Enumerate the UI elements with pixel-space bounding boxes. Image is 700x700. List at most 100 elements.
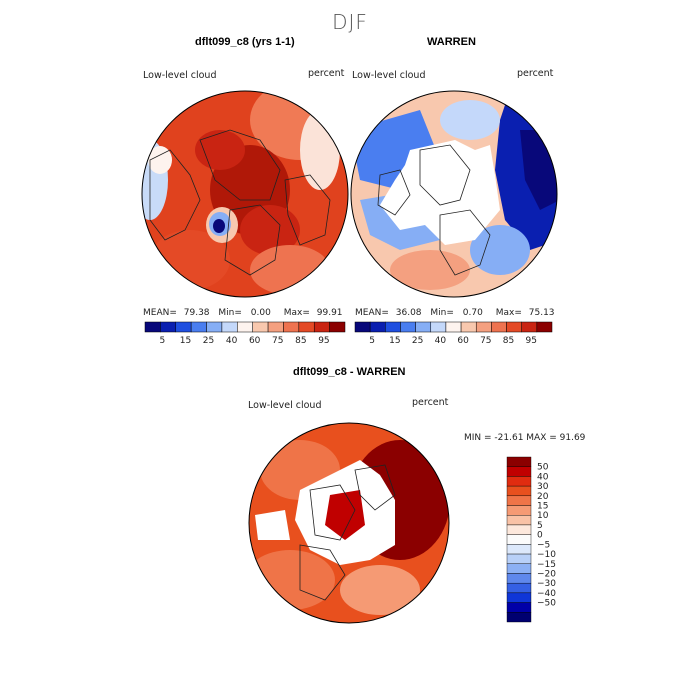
panel1-colorbar-swatch [283, 321, 300, 333]
difference-colorbar-tick-label: −5 [537, 540, 550, 550]
figure-title: DJF [332, 10, 368, 34]
map-panel2-border [350, 90, 558, 298]
panel1-variable: Low-level cloud [143, 70, 217, 81]
difference-colorbar-swatch [506, 602, 532, 613]
panel1-colorbar-swatch [313, 321, 330, 333]
difference-colorbar-swatch [506, 524, 532, 535]
panel1-colorbar-swatch [160, 321, 177, 333]
panel1-colorbar-tick-label: 15 [180, 336, 191, 346]
difference-colorbar-tick-label: 15 [537, 502, 548, 512]
difference-units: percent [412, 397, 449, 408]
panel1-colorbar-swatch [190, 321, 207, 333]
map-difference-border [248, 422, 450, 624]
panel2-colorbar-tick-label: 85 [503, 336, 514, 346]
map-panel1-border [141, 90, 349, 298]
difference-colorbar-tick-label: −30 [537, 579, 556, 589]
difference-colorbar-swatch [506, 544, 532, 555]
panel1-colorbar-swatch [206, 321, 223, 333]
difference-colorbar-tick-label: −20 [537, 569, 556, 579]
panel2-max: 75.13 [528, 308, 555, 318]
panel1-colorbar-tick-label: 75 [272, 336, 283, 346]
panel2-mean-label: MEAN= [355, 308, 389, 318]
difference-range: MIN = -21.61 MAX = 91.69 [464, 433, 586, 443]
panel1-max: 99.91 [316, 308, 343, 318]
panel1-colorbar-swatch [267, 321, 284, 333]
difference-colorbar-swatch [506, 582, 532, 594]
panel2-max-label: Max= [495, 308, 522, 318]
panel2-colorbar-swatch [536, 321, 553, 333]
panel2-colorbar-swatch [475, 321, 492, 333]
map-difference [249, 423, 449, 623]
panel2-colorbar-tick-label: 5 [369, 336, 375, 346]
panel2-colorbar-tick-label: 25 [412, 336, 423, 346]
panel2-colorbar-tick-label: 15 [389, 336, 400, 346]
panel2-colorbar-tick-label: 95 [526, 336, 537, 346]
difference-colorbar-swatch [506, 466, 532, 477]
panel1-min-label: Min= [218, 308, 242, 318]
difference-colorbar-swatch [506, 563, 532, 574]
difference-colorbar-swatch [506, 612, 532, 623]
difference-title: dflt099_c8 - WARREN [293, 366, 406, 378]
difference-colorbar-tick-label: −10 [537, 550, 556, 560]
panel2-colorbar-tick-label: 40 [435, 336, 447, 346]
difference-colorbar-tick-label: −50 [537, 599, 556, 609]
panel2-title: WARREN [427, 36, 476, 48]
difference-variable: Low-level cloud [248, 400, 322, 411]
panel2-colorbar-swatch [369, 321, 386, 333]
colorbar-panel2: 5 15 25 40 60 75 85 95 [354, 321, 553, 346]
panel1-max-label: Max= [283, 308, 310, 318]
panel1-stats: MEAN= 79.38 Min= 0.00 Max= 99.91 [143, 308, 343, 318]
panel1-colorbar-swatch [252, 321, 269, 333]
panel2-stats: MEAN= 36.08 Min= 0.70 Max= 75.13 [355, 308, 555, 318]
panel2-units: percent [517, 68, 554, 79]
colorbar-panel1: 5 15 25 40 60 75 85 95 [144, 321, 346, 346]
difference-colorbar-swatch [506, 505, 532, 516]
difference-colorbar-swatch [506, 592, 532, 603]
panel2-colorbar-swatch [415, 321, 432, 333]
panel2-colorbar-swatch [460, 321, 477, 333]
panel2-colorbar-swatch [430, 321, 447, 333]
panel2-colorbar-swatch [354, 321, 371, 333]
panel2-variable: Low-level cloud [352, 70, 426, 81]
panel2-colorbar-swatch [385, 321, 401, 333]
difference-colorbar-tick-label: 0 [537, 531, 543, 541]
difference-colorbar-tick-label: 50 [537, 463, 549, 473]
panel1-title: dflt099_c8 (yrs 1-1) [195, 36, 295, 48]
difference-colorbar-swatch [506, 456, 532, 467]
difference-colorbar-swatch [506, 573, 532, 584]
panel1-colorbar-swatch [221, 321, 238, 333]
panel2-colorbar-swatch [506, 321, 522, 333]
difference-colorbar-swatch [506, 495, 532, 506]
panel1-colorbar-tick-label: 60 [249, 336, 261, 346]
difference-colorbar-tick-label: 10 [537, 511, 549, 521]
difference-colorbar-swatch [506, 553, 532, 564]
panel2-colorbar-swatch [491, 321, 507, 333]
difference-colorbar-swatch [506, 534, 532, 545]
panel2-min: 0.70 [462, 308, 483, 318]
panel1-colorbar-swatch [329, 321, 346, 333]
panel1-colorbar-swatch [298, 321, 315, 333]
difference-colorbar-tick-label: 40 [537, 472, 549, 482]
difference-colorbar-tick-label: 5 [537, 521, 543, 531]
difference-colorbar-tick-label: −40 [537, 589, 556, 599]
panel2-colorbar-swatch [521, 321, 538, 333]
difference-colorbar-tick-label: 20 [537, 492, 549, 502]
panel1-colorbar-tick-label: 95 [318, 336, 329, 346]
panel1-colorbar-tick-label: 25 [203, 336, 214, 346]
panel1-mean: 79.38 [183, 308, 210, 318]
difference-colorbar-swatch [506, 515, 532, 526]
difference-colorbar-tick-label: 30 [537, 482, 549, 492]
panel2-mean: 36.08 [395, 308, 422, 318]
panel1-colorbar-tick-label: 85 [295, 336, 306, 346]
difference-colorbar-tick-label: −15 [537, 560, 556, 570]
panel1-colorbar-swatch [175, 321, 192, 333]
panel2-colorbar-tick-label: 75 [480, 336, 491, 346]
panel2-colorbar-swatch [445, 321, 462, 333]
panel2-colorbar-tick-label: 60 [457, 336, 469, 346]
difference-colorbar-swatch [506, 476, 532, 487]
panel2-colorbar-swatch [400, 321, 416, 333]
panel1-colorbar-swatch [144, 321, 161, 333]
panel1-colorbar-tick-label: 5 [160, 336, 166, 346]
